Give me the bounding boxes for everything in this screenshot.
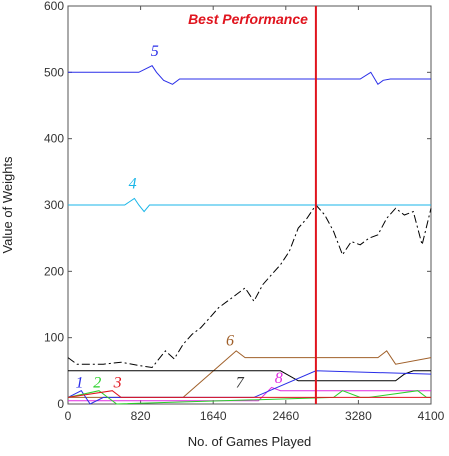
x-axis-title: No. of Games Played — [188, 434, 312, 449]
series-line-6 — [68, 350, 432, 398]
series-line-7 — [68, 370, 431, 382]
series-line-4 — [68, 197, 431, 213]
series-label-8: 8 — [275, 370, 283, 387]
y-tick-label: 400 — [44, 132, 64, 146]
y-tick-label: 600 — [44, 0, 64, 13]
series-line-5 — [68, 65, 431, 86]
y-tick-label: 100 — [44, 331, 64, 345]
series-label-5: 5 — [151, 43, 159, 60]
best-performance-label: Best Performance — [188, 11, 308, 27]
series-line-3 — [67, 390, 431, 398]
y-axis: 0 100 200 300 400 500 600 — [44, 0, 431, 411]
x-tick-label: 3280 — [345, 409, 372, 423]
x-tick-label: 2460 — [272, 409, 299, 423]
series-label-4: 4 — [129, 175, 137, 192]
annotation-layer: Best Performance — [188, 6, 317, 404]
x-tick-label: 1640 — [200, 409, 227, 423]
y-tick-label: 500 — [44, 65, 64, 79]
series-label-1: 1 — [76, 374, 84, 391]
series-label-7: 7 — [236, 374, 245, 391]
x-axis: 0 820 1640 2460 3280 4100 — [65, 6, 445, 423]
series-label-6: 6 — [226, 333, 234, 350]
x-tick-label: 820 — [131, 409, 151, 423]
series-layer — [67, 65, 432, 405]
y-tick-label: 200 — [44, 264, 64, 278]
series-label-layer: 5 4 6 7 8 1 2 3 — [76, 43, 283, 392]
series-line-2 — [67, 390, 431, 405]
x-tick-label: 4100 — [418, 409, 445, 423]
series-line-8 — [68, 386, 431, 402]
y-tick-label: 0 — [57, 397, 64, 411]
y-axis-title: Value of Weights — [0, 156, 15, 254]
series-line-dashed — [67, 204, 432, 369]
y-tick-label: 300 — [44, 198, 64, 212]
x-tick-label: 0 — [65, 409, 72, 423]
series-label-2: 2 — [93, 374, 101, 391]
series-label-3: 3 — [113, 374, 122, 391]
